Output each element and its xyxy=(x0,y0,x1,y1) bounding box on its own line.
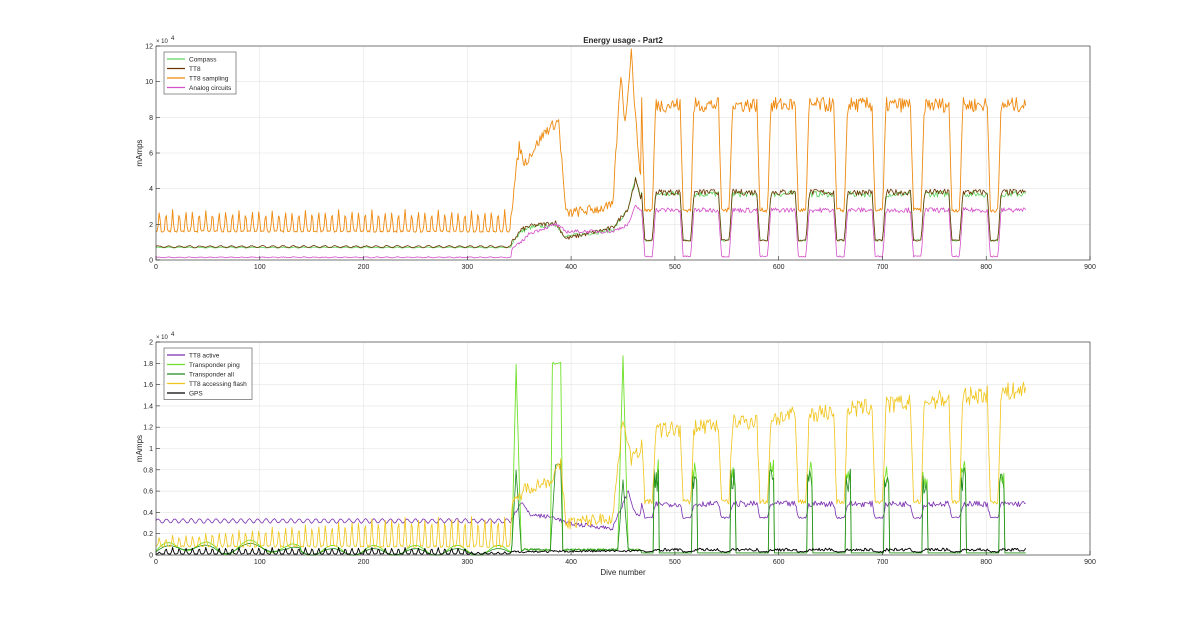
y-exponent-power: 4 xyxy=(171,332,175,338)
y-tick-label: 0.6 xyxy=(143,489,153,496)
y-exponent-label: × 10 xyxy=(156,39,169,45)
x-tick-label: 400 xyxy=(565,559,577,566)
legend-label: Transponder all xyxy=(189,371,234,378)
x-tick-label: 500 xyxy=(669,559,681,566)
chart-title: Energy usage - Part2 xyxy=(583,36,663,45)
y-exponent-power: 4 xyxy=(171,36,175,42)
y-tick-label: 1.2 xyxy=(143,425,153,432)
y-tick-label: 2 xyxy=(149,222,153,229)
legend-label: Compass xyxy=(189,56,217,63)
legend-label: TT8 accessing flash xyxy=(189,381,247,388)
series-line-tt8-active xyxy=(155,490,1026,531)
x-tick-label: 0 xyxy=(154,559,158,566)
series-line-tt8 xyxy=(155,177,1027,249)
chart-panel-1: 0 100 200 300 400 500 600 700 800 900 0 2 4 6 8 10 12× 1… xyxy=(135,36,1096,271)
x-tick-label: 700 xyxy=(877,264,889,271)
y-tick-label: 1.4 xyxy=(143,403,153,410)
y-tick-label: 2 xyxy=(149,340,153,347)
y-axis-label: mAmps xyxy=(135,139,144,166)
x-tick-label: 100 xyxy=(254,264,266,271)
series-line-tt8-sampling xyxy=(155,48,1027,233)
x-tick-label: 700 xyxy=(877,559,889,566)
y-axis-label: mAmps xyxy=(135,435,144,462)
legend-label: Transponder ping xyxy=(189,362,240,369)
y-tick-label: 0.4 xyxy=(143,510,153,517)
y-tick-label: 0 xyxy=(149,553,153,560)
y-tick-label: 0.2 xyxy=(143,531,153,538)
y-tick-label: 10 xyxy=(145,79,153,86)
x-tick-label: 800 xyxy=(980,264,992,271)
x-axis-label: Dive number xyxy=(600,568,646,577)
x-tick-label: 600 xyxy=(773,264,785,271)
x-tick-label: 500 xyxy=(669,264,681,271)
legend-label: TT8 sampling xyxy=(189,75,229,82)
y-tick-label: 8 xyxy=(149,115,153,122)
x-tick-label: 300 xyxy=(461,264,473,271)
series-line-tt8-accessing-flash xyxy=(155,381,1027,548)
legend: Compass TT8 TT8 sampling Analog circuits xyxy=(163,51,237,95)
x-tick-label: 900 xyxy=(1084,559,1096,566)
y-tick-label: 1.6 xyxy=(143,382,153,389)
y-tick-label: 0 xyxy=(149,258,153,265)
x-tick-label: 0 xyxy=(154,264,158,271)
x-tick-label: 900 xyxy=(1084,264,1096,271)
x-tick-label: 600 xyxy=(773,559,785,566)
chart-panel-2: 0 100 200 300 400 500 600 700 800 900 0 0.2 0.4 0.6 0.… xyxy=(135,332,1096,577)
legend-label: TT8 xyxy=(189,66,201,73)
y-tick-label: 0.8 xyxy=(143,467,153,474)
x-tick-label: 100 xyxy=(254,559,266,566)
x-tick-label: 800 xyxy=(980,559,992,566)
y-tick-label: 6 xyxy=(149,151,153,158)
y-tick-label: 1.8 xyxy=(143,361,153,368)
legend-label: GPS xyxy=(189,390,203,397)
series-line-gps xyxy=(155,546,1027,555)
y-tick-label: 1 xyxy=(149,446,153,453)
legend: TT8 active Transponder ping Transponder al… xyxy=(163,347,253,400)
series-line-transponder-all xyxy=(155,463,1026,556)
x-tick-label: 200 xyxy=(358,264,370,271)
x-tick-label: 400 xyxy=(565,264,577,271)
y-exponent-label: × 10 xyxy=(156,335,169,341)
series-line-analog-circuits xyxy=(155,204,1027,259)
legend-label: TT8 active xyxy=(189,352,220,359)
x-tick-label: 200 xyxy=(358,559,370,566)
y-tick-label: 4 xyxy=(149,186,153,193)
x-tick-label: 300 xyxy=(461,559,473,566)
y-tick-label: 12 xyxy=(145,44,153,51)
legend-label: Analog circuits xyxy=(189,85,232,92)
